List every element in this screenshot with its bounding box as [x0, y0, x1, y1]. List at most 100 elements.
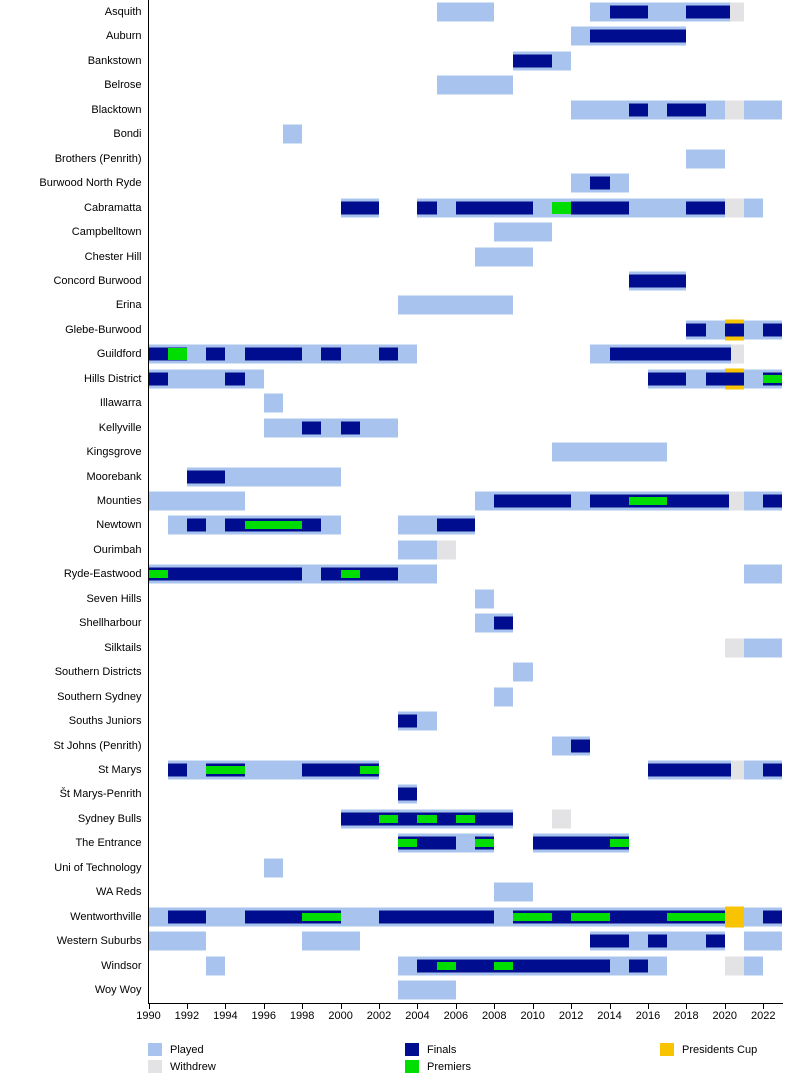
row-label: Mounties: [96, 495, 142, 507]
x-axis-tick: [148, 1003, 150, 1009]
bar-premiers: [628, 497, 668, 505]
bar-finals: [609, 347, 731, 361]
bar-withdrew: [724, 100, 744, 120]
bar-premiers: [167, 348, 187, 361]
bar-premiers: [571, 912, 610, 921]
x-axis-tick: [532, 1003, 534, 1009]
x-axis-tick: [571, 1003, 573, 1009]
bar-finals: [571, 739, 591, 752]
bar-finals: [628, 103, 648, 117]
bar-premiers: [551, 201, 572, 214]
row-label: Bankstown: [87, 54, 142, 67]
bar-finals: [225, 372, 245, 386]
bar-played: [494, 882, 533, 902]
bar-premiers: [455, 814, 476, 823]
bar-premiers: [359, 765, 379, 774]
row-label: Ryde-Eastwood: [63, 568, 142, 581]
row-label: Erina: [115, 299, 142, 312]
bar-finals: [647, 934, 668, 948]
row-label: Souths Juniors: [68, 715, 142, 728]
legend-swatch-prescup: [660, 1043, 674, 1056]
bar-finals: [590, 176, 610, 190]
row-label: Concord Burwood: [53, 274, 142, 287]
x-axis-line: [147, 1003, 784, 1004]
bar-finals: [667, 103, 706, 117]
bar-premiers: [763, 374, 783, 383]
bar-withdrew: [551, 809, 572, 829]
row-label: Hills District: [84, 372, 142, 385]
row-label: Southern Sydney: [57, 690, 142, 703]
legend-label-finals: Finals: [427, 1044, 457, 1056]
bar-finals: [340, 201, 379, 215]
x-axis-tick-label: 2016: [635, 1010, 661, 1022]
bar-finals: [647, 763, 731, 777]
bar-finals: [763, 763, 783, 777]
bar-finals: [609, 5, 648, 19]
bar-finals: [417, 201, 437, 215]
bar-played: [206, 956, 226, 976]
row-label: Burwood North Ryde: [39, 177, 142, 190]
bar-played: [436, 2, 495, 22]
row-label: Bondi: [113, 128, 142, 141]
bar-premiers: [398, 839, 418, 848]
bar-premiers: [206, 765, 245, 774]
x-axis-tick: [647, 1003, 649, 1009]
x-axis-tick: [686, 1003, 688, 1009]
row-label: Newtown: [96, 519, 142, 532]
bar-finals: [513, 54, 552, 68]
bar-finals: [379, 910, 495, 924]
bar-finals: [302, 763, 379, 777]
bar-finals: [494, 494, 572, 508]
bar-finals: [590, 29, 687, 43]
bar-finals: [436, 518, 476, 532]
bar-played: [494, 687, 514, 707]
x-axis-tick: [340, 1003, 342, 1009]
bar-finals: [705, 372, 744, 386]
bar-finals: [302, 421, 322, 435]
bar-played: [282, 124, 303, 144]
row-label: Asquith: [104, 6, 142, 18]
x-axis-tick-label: 2012: [558, 1010, 584, 1022]
bar-presidents-cup: [724, 906, 744, 928]
row-label: Uni of Technology: [54, 861, 142, 874]
row-label: Illawarra: [99, 397, 142, 410]
row-label: Shellharbour: [79, 617, 142, 630]
bar-finals: [167, 763, 187, 777]
bar-played: [744, 564, 783, 584]
bar-played: [263, 418, 399, 438]
legend-swatch-finals: [405, 1043, 419, 1056]
x-axis-tick: [417, 1003, 419, 1009]
row-label: Št Marys-Penrith: [59, 788, 142, 801]
bar-finals: [647, 372, 687, 386]
row-label: WA Reds: [96, 886, 142, 899]
row-label: Guildford: [96, 348, 142, 361]
bar-finals: [321, 347, 341, 361]
bar-withdrew: [729, 2, 744, 22]
bar-finals: [628, 959, 648, 973]
bar-premiers: [340, 570, 360, 579]
row-label: Seven Hills: [86, 592, 142, 605]
x-axis-tick-label: 2000: [328, 1010, 353, 1022]
bar-played: [744, 638, 783, 658]
row-label: Auburn: [106, 30, 142, 43]
x-axis-tick: [494, 1003, 496, 1009]
bar-finals: [398, 714, 418, 728]
bar-finals: [340, 421, 360, 435]
bar-finals: [148, 372, 168, 386]
bar-finals: [455, 201, 533, 215]
bar-finals: [398, 787, 418, 801]
x-axis-tick-label: 2018: [674, 1010, 699, 1022]
bar-finals: [186, 470, 226, 484]
bar-played: [494, 222, 552, 242]
row-label: Campbelltown: [71, 226, 142, 239]
bar-played: [436, 75, 514, 95]
bar-premiers: [667, 912, 725, 921]
legend-label-withdrew: Withdrew: [170, 1061, 216, 1073]
x-axis-tick-label: 2004: [405, 1010, 430, 1022]
x-axis-tick: [609, 1003, 611, 1009]
row-label: Brothers (Penrith): [54, 152, 142, 165]
x-axis-tick: [302, 1003, 304, 1009]
bar-finals: [628, 274, 687, 288]
x-axis-tick: [186, 1003, 188, 1009]
bar-premiers: [436, 961, 456, 970]
